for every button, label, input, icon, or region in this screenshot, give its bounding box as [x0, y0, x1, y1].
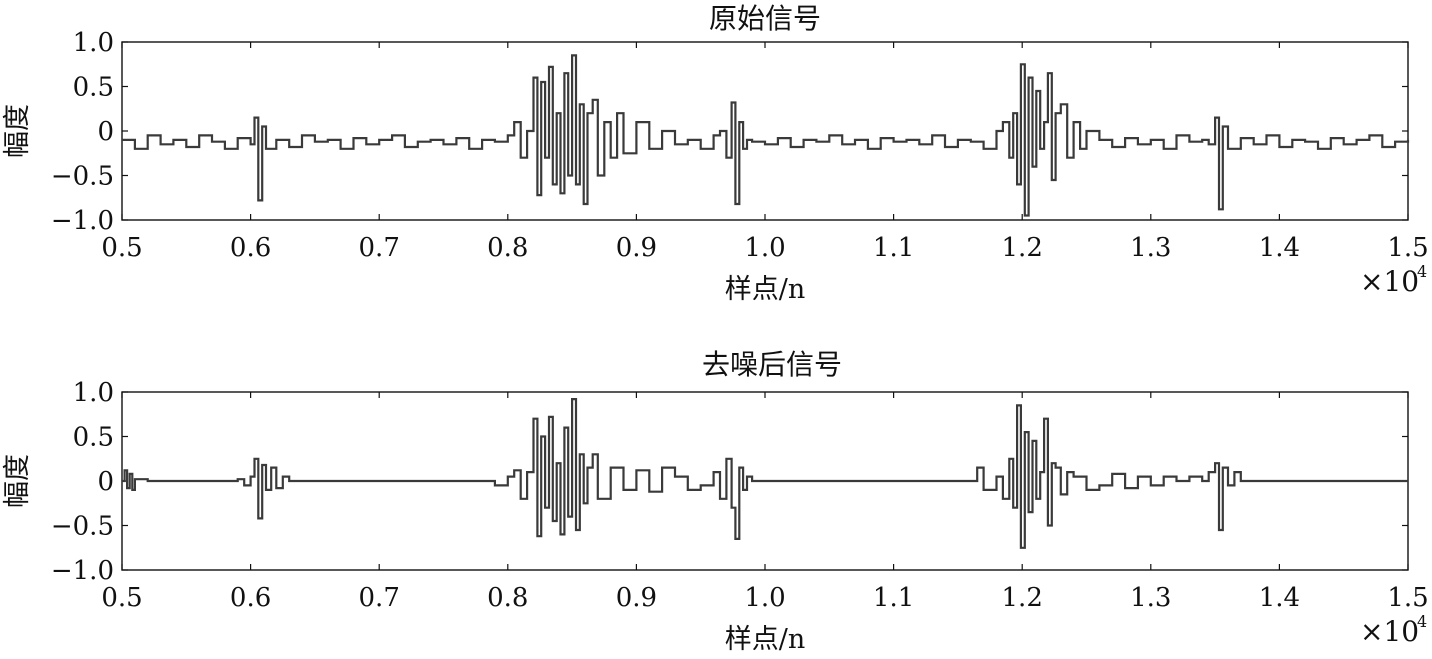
x-tick-label: 1.2 — [1002, 233, 1043, 263]
panel-denoised-signal: 去噪后信号 0.5 0.6 0.7 0.8 0.9 1.0 1.1 1.2 1.3 1.4 1.5 … — [2, 348, 1429, 655]
x-tick-label: 1.5 — [1387, 233, 1428, 263]
y-tick-label: −0.5 — [51, 512, 114, 542]
x-multiplier: ×10 — [1360, 265, 1419, 298]
signal-line — [122, 398, 1408, 549]
y-tick-label: 1.0 — [73, 28, 114, 58]
chart-title: 去噪后信号 — [702, 348, 842, 381]
chart-title: 原始信号 — [709, 2, 821, 35]
x-tick-label: 0.9 — [616, 233, 657, 263]
signal-line — [122, 54, 1410, 217]
series-layer — [122, 54, 1410, 217]
x-tick-label: 0.5 — [101, 233, 142, 263]
x-tick-label: 0.8 — [487, 583, 528, 613]
y-tick-label: 0 — [97, 467, 114, 497]
x-tick-label: 1.1 — [873, 233, 914, 263]
x-tick-label: 0.8 — [487, 233, 528, 263]
x-tick-label: 0.7 — [359, 233, 400, 263]
y-tick-label: 1.0 — [73, 378, 114, 408]
x-tick-label: 1.0 — [744, 233, 785, 263]
x-tick-label: 1.1 — [873, 583, 914, 613]
x-tick-label: 1.3 — [1130, 233, 1171, 263]
x-tick-label: 1.4 — [1259, 583, 1300, 613]
y-tick-label: 0 — [97, 117, 114, 147]
x-tick-label: 1.3 — [1130, 583, 1171, 613]
x-tick-label: 0.9 — [616, 583, 657, 613]
x-axis-label: 样点/n — [725, 274, 806, 305]
y-tick-labels: 1.0 0.5 0 −0.5 −1.0 — [51, 378, 114, 586]
x-tick-label: 1.2 — [1002, 583, 1043, 613]
x-tick-label: 0.6 — [230, 233, 271, 263]
x-axis-label: 样点/n — [725, 624, 806, 655]
y-axis-label: 幅度 — [2, 454, 33, 508]
x-multiplier: ×10 — [1360, 615, 1419, 648]
y-tick-labels: 1.0 0.5 0 −0.5 −1.0 — [51, 28, 114, 236]
x-multiplier-exponent: 4 — [1417, 612, 1427, 631]
panel-original-signal: 原始信号 0.5 0.6 0.7 0.8 0.9 1.0 1.1 1.2 1.3 1.4 1.5 1… — [2, 2, 1429, 305]
x-tick-labels: 0.5 0.6 0.7 0.8 0.9 1.0 1.1 1.2 1.3 1.4 1.5 — [101, 233, 1428, 263]
x-multiplier-exponent: 4 — [1417, 262, 1427, 281]
x-tick-label: 0.6 — [230, 583, 271, 613]
tick-marks — [121, 41, 1409, 221]
y-tick-label: 0.5 — [73, 73, 114, 103]
y-tick-label: 0.5 — [73, 423, 114, 453]
x-tick-labels: 0.5 0.6 0.7 0.8 0.9 1.0 1.1 1.2 1.3 1.4 1.5 — [101, 583, 1428, 613]
x-tick-label: 0.5 — [101, 583, 142, 613]
y-axis-label: 幅度 — [2, 104, 33, 158]
y-tick-label: −0.5 — [51, 162, 114, 192]
x-tick-label: 1.0 — [744, 583, 785, 613]
y-tick-label: −1.0 — [51, 206, 114, 236]
x-tick-label: 0.7 — [359, 583, 400, 613]
x-tick-label: 1.4 — [1259, 233, 1300, 263]
y-tick-label: −1.0 — [51, 556, 114, 586]
x-tick-label: 1.5 — [1387, 583, 1428, 613]
series-layer — [122, 398, 1408, 549]
